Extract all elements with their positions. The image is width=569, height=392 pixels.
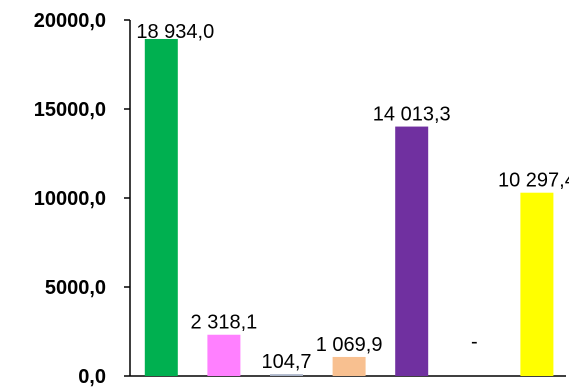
y-axis: 0,0 5000,0 10000,0 15000,0 20000,0	[34, 10, 566, 388]
bar	[270, 374, 303, 376]
bar	[144, 38, 178, 377]
bar	[395, 126, 429, 376]
data-label: 10 297,4	[498, 170, 569, 192]
y-tick-label: 10000,0	[34, 188, 106, 210]
bar	[520, 192, 554, 376]
bar	[207, 334, 241, 376]
y-tick-label: 20000,0	[34, 10, 106, 32]
y-tick-label: 0,0	[78, 366, 106, 388]
data-label: 18 934,0	[136, 21, 214, 43]
data-label: -	[471, 331, 478, 353]
y-tick-label: 15000,0	[34, 99, 106, 121]
data-label: 104,7	[261, 351, 311, 373]
data-label: 1 069,9	[316, 334, 383, 356]
y-tick-label: 5000,0	[45, 277, 106, 299]
bars	[144, 38, 554, 377]
data-label: 14 013,3	[373, 104, 451, 126]
bar	[332, 356, 366, 376]
data-label: 2 318,1	[191, 312, 258, 334]
